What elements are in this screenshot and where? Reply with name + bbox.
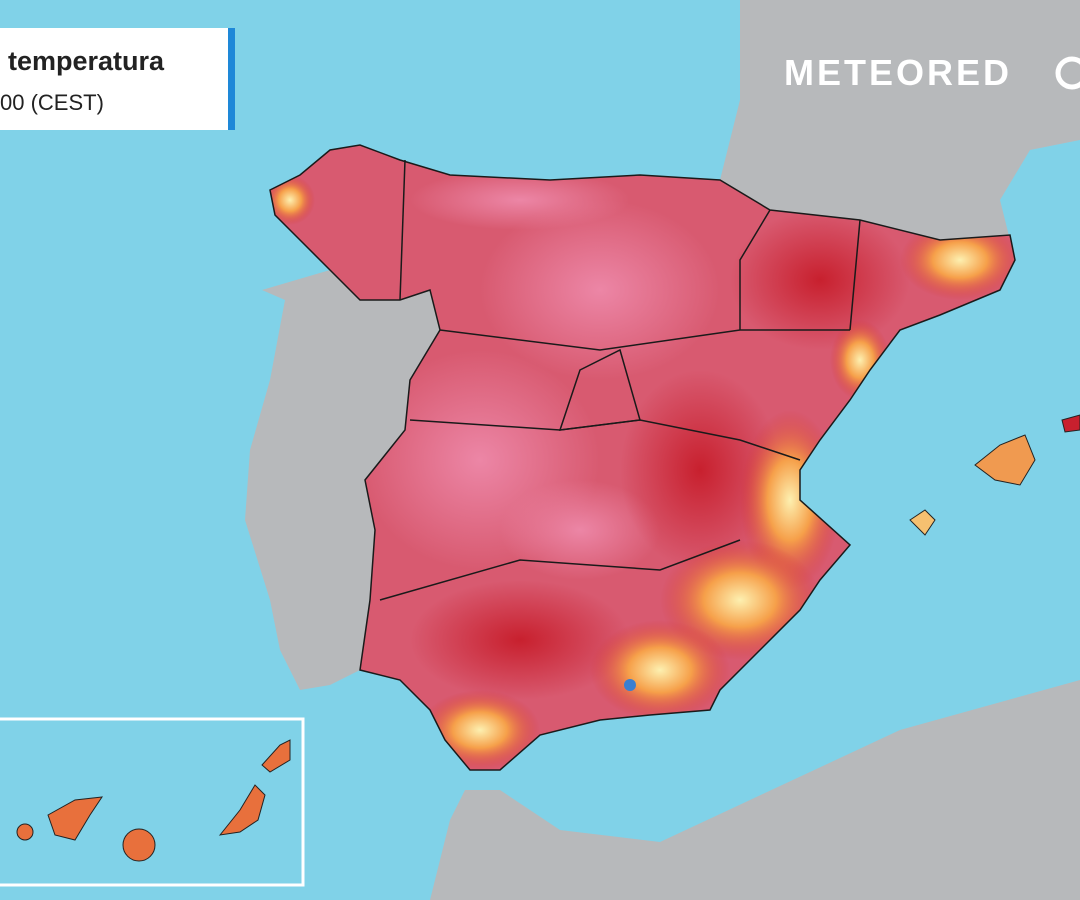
balearic-islands [909,414,1080,536]
africa [430,680,1080,900]
portugal [245,270,440,690]
legend-title: temperatura [8,46,165,76]
spain-border [269,144,1016,771]
brand-icon [1055,56,1080,90]
legend-subtitle: 00 (CEST) [0,90,104,115]
canary-inset [0,717,305,887]
legend-box: temperatura 00 (CEST) [0,28,235,130]
canary-islands [16,739,291,862]
region-borders [379,159,861,601]
brand-logo: METEORED [784,52,1013,93]
france [720,0,1080,240]
